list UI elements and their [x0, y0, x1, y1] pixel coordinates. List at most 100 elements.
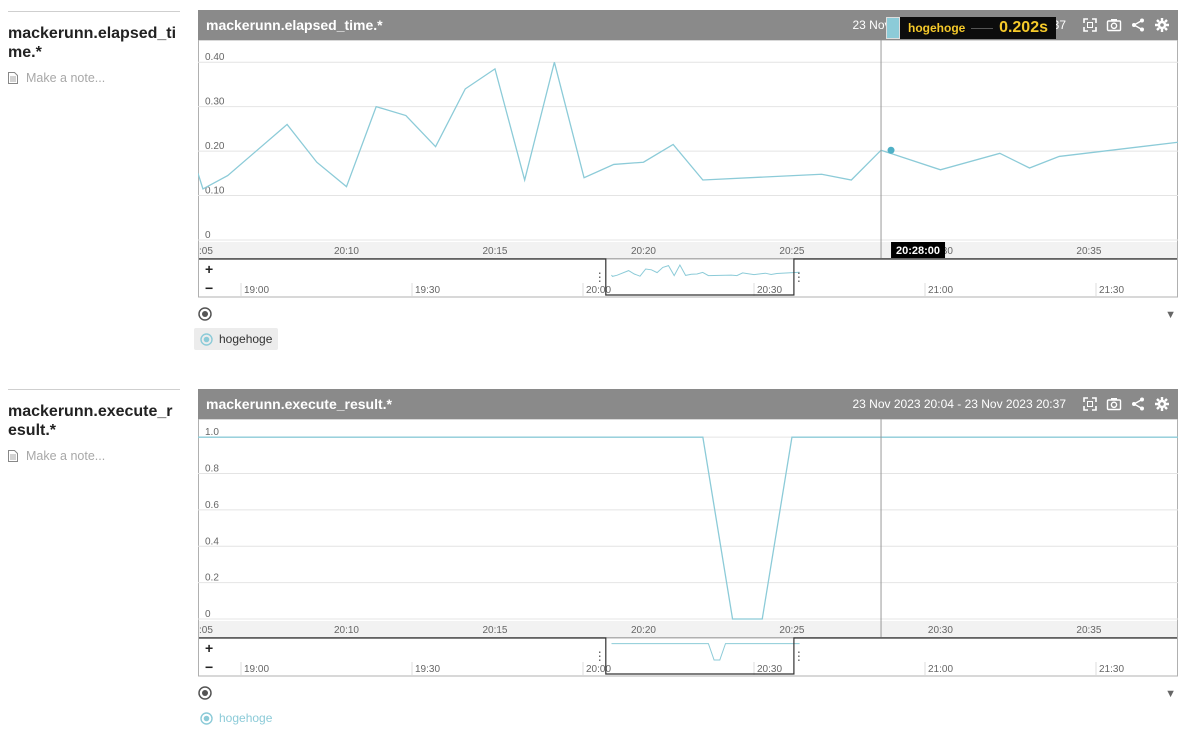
navigator-tick-label: 19:00	[244, 285, 269, 296]
tooltip-swatch	[886, 17, 900, 39]
navigator-tick-label: 19:30	[415, 664, 440, 675]
navigator-tick-label: 20:00	[586, 285, 611, 296]
y-tick-label: 0.30	[205, 97, 225, 108]
fullscreen-icon[interactable]	[1082, 17, 1098, 33]
x-tick-label: 20:15	[482, 625, 507, 636]
gear-icon[interactable]	[1154, 396, 1170, 412]
divider	[8, 389, 180, 390]
navigator-handle[interactable]: ⋮	[793, 649, 805, 663]
note-field[interactable]: Make a note...	[8, 449, 180, 463]
crosshair-time-box	[891, 242, 946, 258]
chart-header: mackerunn.elapsed_time.* 23 Nov 2023 20:…	[198, 10, 1178, 40]
x-tick-label: :05	[199, 246, 213, 257]
navigator-handle[interactable]: ⋮	[594, 649, 606, 663]
chart-title: mackerunn.execute_result.*	[206, 396, 392, 412]
navigator-tick-label: 21:00	[928, 285, 953, 296]
y-tick-label: 0.4	[205, 536, 219, 547]
legend-radio-icon	[200, 711, 213, 725]
navigator-handle[interactable]: ⋮	[594, 270, 606, 284]
chart-title: mackerunn.elapsed_time.*	[206, 17, 383, 33]
legend-item[interactable]: hogehoge	[194, 707, 278, 729]
share-icon[interactable]	[1130, 17, 1146, 33]
chevron-down-icon[interactable]: ▼	[1165, 309, 1176, 321]
navigator-tick-label: 19:00	[244, 664, 269, 675]
y-tick-label: 0	[205, 230, 211, 241]
x-tick-label: 20:20	[631, 246, 656, 257]
metric-title: mackerunn.execute_result.*	[8, 403, 173, 439]
toggle-all-icon[interactable]	[198, 686, 212, 700]
note-placeholder: Make a note...	[26, 449, 106, 463]
navigator-tick-label: 20:30	[757, 285, 782, 296]
line-chart[interactable]: 0 0.2 0.4 0.6 0.8 1.0:05 20:10 20:15 20:20 20:25 2…	[198, 419, 1178, 677]
gear-icon[interactable]	[1154, 17, 1170, 33]
legend-label: hogehoge	[219, 332, 273, 346]
y-tick-label: 0.20	[205, 141, 225, 152]
toggle-all-icon[interactable]	[198, 307, 212, 321]
chevron-down-icon[interactable]: ▼	[1165, 688, 1176, 700]
navigator-tick-label: 19:30	[415, 285, 440, 296]
zoom-out-button[interactable]: −	[205, 659, 213, 675]
crosshair-time: 20:28:00	[896, 245, 940, 257]
x-tick-label: 20:10	[334, 625, 359, 636]
navigator-frame	[198, 258, 1178, 298]
camera-icon[interactable]	[1106, 396, 1122, 412]
divider	[8, 11, 180, 12]
navigator-selection	[199, 258, 1177, 296]
chart-header: mackerunn.execute_result.* 23 Nov 2023 2…	[198, 389, 1178, 419]
legend-controls: ▼	[198, 307, 1178, 325]
hover-point	[887, 146, 895, 154]
metric-sidebar-2: mackerunn.execute_result.* Make a note..…	[8, 389, 180, 463]
document-icon	[8, 450, 18, 462]
y-tick-label: 0.6	[205, 500, 219, 511]
navigator-tick-label: 20:30	[757, 664, 782, 675]
zoom-out-button[interactable]: −	[205, 280, 213, 296]
tooltip-series: hogehoge	[908, 21, 966, 35]
x-tick-label: 20:35	[1076, 246, 1101, 257]
plot-frame	[198, 419, 1178, 638]
share-icon[interactable]	[1130, 396, 1146, 412]
zoom-in-button[interactable]: +	[205, 640, 213, 656]
note-placeholder: Make a note...	[26, 71, 106, 85]
y-tick-label: 0.8	[205, 464, 219, 475]
tooltip-divider	[971, 27, 994, 29]
y-tick-label: 0.2	[205, 573, 219, 584]
chart-panel-2: mackerunn.execute_result.* 23 Nov 2023 2…	[198, 389, 1178, 677]
x-axis-band	[199, 621, 1177, 637]
plot-frame	[198, 40, 1178, 259]
navigator-tick-label: 20:00	[586, 664, 611, 675]
metric-sidebar-1: mackerunn.elapsed_time.* Make a note...	[8, 11, 180, 85]
x-tick-label: 20:15	[482, 246, 507, 257]
date-range: 23 Nov 2023 20:04 - 23 Nov 2023 20:37	[852, 397, 1067, 411]
y-tick-label: 0.40	[205, 52, 225, 63]
x-tick-label: 20:25	[779, 246, 804, 257]
x-tick-label: 20:35	[1076, 625, 1101, 636]
y-tick-label: 0.10	[205, 186, 225, 197]
navigator-tick-label: 21:00	[928, 664, 953, 675]
x-tick-label: 20:10	[334, 246, 359, 257]
tooltip-value: 0.202s	[999, 19, 1048, 36]
hover-tooltip: hogehoge 0.202s	[886, 17, 1056, 39]
legend-label: hogehoge	[219, 711, 273, 725]
series-line	[198, 436, 1178, 620]
navigator-tick-label: 21:30	[1099, 285, 1124, 296]
line-chart[interactable]: 0 0.10 0.20 0.30 0.40 :05 20:10 20:15 20:20 20:25…	[198, 40, 1178, 298]
navigator-frame	[198, 637, 1178, 677]
x-tick-label: 20:25	[779, 625, 804, 636]
x-tick-label: 20:30	[928, 625, 953, 636]
navigator-selection	[199, 637, 1177, 675]
navigator-series	[611, 643, 800, 661]
y-tick-label: 0	[205, 609, 211, 620]
series-line	[198, 62, 1178, 190]
navigator-series	[611, 263, 800, 277]
x-tick-label: 20:20	[631, 625, 656, 636]
legend-radio-icon	[200, 332, 213, 346]
document-icon	[8, 72, 18, 84]
zoom-in-button[interactable]: +	[205, 261, 213, 277]
fullscreen-icon[interactable]	[1082, 396, 1098, 412]
legend-controls: ▼	[198, 686, 1178, 704]
legend-item[interactable]: hogehoge	[194, 328, 279, 350]
chart-panel-1: mackerunn.elapsed_time.* 23 Nov 2023 20:…	[198, 10, 1178, 298]
camera-icon[interactable]	[1106, 17, 1122, 33]
note-field[interactable]: Make a note...	[8, 71, 180, 85]
navigator-handle[interactable]: ⋮	[793, 270, 805, 284]
